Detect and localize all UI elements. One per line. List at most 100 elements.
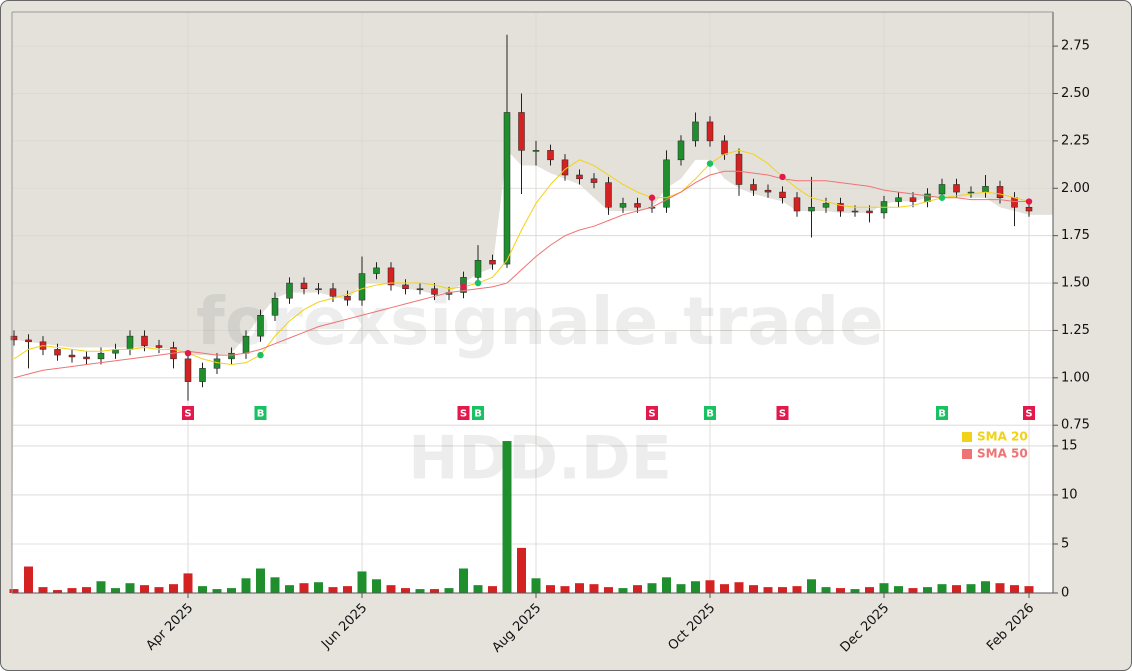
- volume-bar: [894, 586, 903, 593]
- candle-body: [184, 358, 192, 382]
- signal-label: B: [257, 409, 265, 420]
- candle-body: [373, 267, 380, 274]
- volume-bar: [125, 583, 135, 593]
- volume-bar: [560, 586, 570, 593]
- volume-bar: [966, 584, 976, 593]
- candle-body: [851, 210, 859, 213]
- volume-bar: [67, 588, 77, 593]
- candle-body: [54, 349, 61, 356]
- volume-bar: [227, 588, 236, 593]
- signal-dot: [460, 283, 467, 291]
- volume-bar: [705, 580, 715, 593]
- volume-bar: [473, 585, 483, 593]
- candle-body: [271, 297, 279, 316]
- signal-label: S: [648, 409, 655, 420]
- area: [12, 150, 1053, 594]
- y-tick-label: 2.00: [1061, 181, 1090, 196]
- signal-badge: [646, 406, 658, 420]
- candle-body: [387, 267, 395, 286]
- volume-bar: [908, 588, 918, 593]
- candle-body: [779, 191, 786, 199]
- signal-dot: [648, 194, 656, 201]
- candle-body: [706, 121, 714, 142]
- candle-body: [663, 159, 670, 208]
- candle-body: [634, 203, 641, 208]
- candle-body: [750, 184, 757, 191]
- candle-body: [199, 368, 206, 382]
- signal-badge: [457, 406, 470, 420]
- volume-bar: [415, 589, 425, 593]
- volume-bar: [154, 587, 164, 593]
- volume-bar: [140, 585, 149, 593]
- signal-label: B: [706, 409, 714, 420]
- y-tick-label: 1.25: [1061, 323, 1090, 338]
- y-tick-label: 5: [1061, 536, 1069, 551]
- candle-body: [532, 150, 540, 152]
- signal-dot: [474, 279, 482, 287]
- volume-bar: [691, 581, 700, 593]
- signal-label: B: [474, 409, 482, 420]
- candle-body: [764, 189, 772, 193]
- legend-label: SMA 20: [977, 430, 1028, 444]
- candle-body: [605, 182, 612, 208]
- volume-bar: [1024, 586, 1034, 593]
- legend-swatch: [962, 449, 972, 459]
- y-tick-label: 2.75: [1061, 39, 1090, 54]
- volume-bar: [850, 589, 860, 593]
- signal-badge: [704, 406, 716, 420]
- candle-body: [808, 206, 815, 212]
- volume-bar: [430, 589, 439, 593]
- volume-bar: [589, 584, 599, 593]
- candle-body: [953, 184, 960, 193]
- volume-bar: [821, 587, 831, 593]
- y-tick-label: 1.00: [1061, 370, 1090, 385]
- volume-bar: [792, 586, 802, 593]
- signal-badge: [472, 406, 484, 420]
- candle-body: [895, 197, 902, 202]
- candle-body: [25, 339, 32, 343]
- volume-bar: [662, 577, 671, 593]
- volume-bar: [981, 581, 990, 593]
- volume-bar: [734, 582, 744, 593]
- candle-body: [242, 335, 250, 354]
- candle-body: [1025, 206, 1033, 212]
- candle-body: [547, 150, 554, 161]
- signal-label: S: [779, 409, 786, 420]
- candle-body: [503, 112, 511, 265]
- candle-body: [286, 282, 293, 299]
- signal-dot: [184, 349, 192, 357]
- signal-badge: [182, 406, 194, 420]
- candle-body: [837, 203, 844, 212]
- volume-bar: [444, 588, 454, 593]
- volume-bar: [343, 586, 352, 593]
- candle-body: [97, 352, 105, 360]
- signal-dot: [706, 160, 714, 167]
- candle-body: [590, 178, 598, 183]
- volume-bar: [865, 587, 874, 593]
- signal-dot: [938, 194, 946, 201]
- candle-body: [257, 315, 264, 337]
- volume-bar: [647, 583, 657, 593]
- volume-bar: [952, 585, 961, 593]
- candle-body: [474, 260, 482, 278]
- volume-bar: [778, 587, 787, 593]
- watermark-symbol: HDD.DE: [408, 424, 671, 494]
- y-tick-label: 2.50: [1061, 86, 1090, 101]
- volume-bar: [995, 583, 1005, 593]
- legend-swatch: [962, 432, 972, 442]
- candle-body: [619, 203, 627, 208]
- signal-badge: [1023, 406, 1035, 420]
- volume-bar: [807, 579, 816, 593]
- volume-bar: [372, 579, 381, 593]
- candle-body: [300, 282, 308, 289]
- volume-bar: [618, 588, 628, 593]
- volume-bar: [502, 441, 512, 593]
- candle-body: [358, 273, 366, 301]
- candle-body: [735, 153, 743, 185]
- volume-bar: [676, 584, 686, 593]
- candle-body: [576, 174, 583, 180]
- candle-body: [213, 358, 221, 369]
- signal-badge: [936, 406, 948, 420]
- candle-body: [967, 191, 975, 194]
